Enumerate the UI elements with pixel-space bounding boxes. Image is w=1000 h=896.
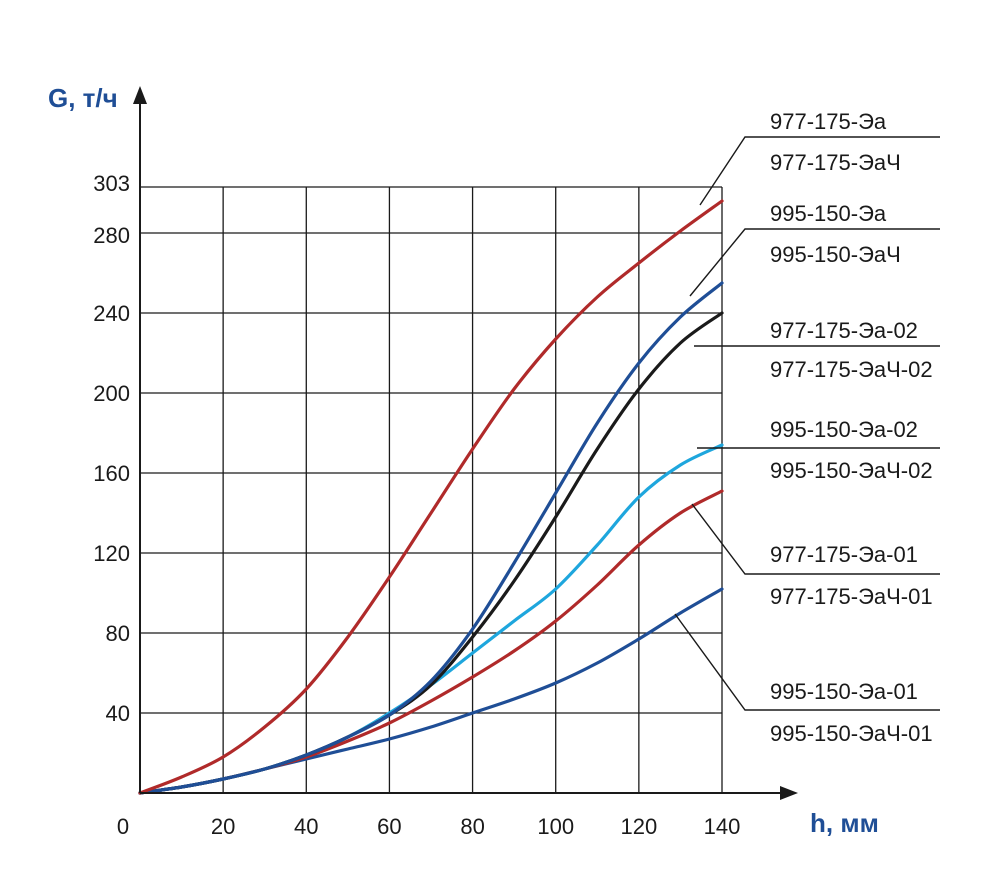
series-label-bottom: 977-175-ЭаЧ xyxy=(770,150,901,175)
series-label-top: 995-150-Эа-02 xyxy=(770,417,918,442)
x-tick-label: 40 xyxy=(294,814,318,839)
x-axis-arrow-icon xyxy=(780,786,798,800)
series-label-top: 977-175-Эа-01 xyxy=(770,542,918,567)
x-tick-label: 140 xyxy=(704,814,741,839)
y-tick-label: 40 xyxy=(106,701,130,726)
y-axis-arrow-icon xyxy=(133,86,147,104)
y-tick-label: 200 xyxy=(93,381,130,406)
leader-line xyxy=(674,613,940,711)
leader-line xyxy=(691,503,940,575)
y-tick-label: 80 xyxy=(106,621,130,646)
axes xyxy=(133,86,798,800)
y-tick-label: 120 xyxy=(93,541,130,566)
leader-lines xyxy=(674,136,940,711)
x-tick-label: 100 xyxy=(537,814,574,839)
series-label-bottom: 977-175-ЭаЧ-01 xyxy=(770,584,933,609)
leader-line xyxy=(699,136,940,206)
series-label-top: 977-175-Эа-02 xyxy=(770,318,918,343)
series-line-0 xyxy=(138,199,724,795)
series-label-bottom: 977-175-ЭаЧ-02 xyxy=(770,357,933,382)
series-line-5 xyxy=(138,587,724,795)
series-labels: 977-175-Эа 977-175-ЭаЧ 995-150-Эа 995-150-Э… xyxy=(770,109,933,746)
series-label-bottom: 995-150-ЭаЧ-01 xyxy=(770,721,933,746)
x-tick-label: 0 xyxy=(117,814,129,839)
y-tick-label: 240 xyxy=(93,301,130,326)
y-tick-label: 160 xyxy=(93,461,130,486)
y-tick-label: 280 xyxy=(93,223,130,248)
y-axis-label: G, т/ч xyxy=(48,83,118,113)
y-tick-label: 303 xyxy=(93,171,130,196)
series-label-top: 995-150-Эа xyxy=(770,201,887,226)
x-tick-label: 120 xyxy=(620,814,657,839)
series-label-bottom: 995-150-ЭаЧ-02 xyxy=(770,458,933,483)
x-tick-label: 60 xyxy=(377,814,401,839)
x-tick-label: 80 xyxy=(460,814,484,839)
tick-labels: 0 20 40 60 80 100 120 140 40 80 120 160 200 240 280 303 xyxy=(93,171,740,839)
series-label-bottom: 995-150-ЭаЧ xyxy=(770,242,901,267)
series-layer xyxy=(138,199,724,795)
series-line-3 xyxy=(138,443,724,795)
series-label-top: 995-150-Эа-01 xyxy=(770,679,918,704)
leader-line xyxy=(689,228,940,297)
series-label-top: 977-175-Эа xyxy=(770,109,887,134)
series-line-1 xyxy=(138,281,724,795)
x-axis-label: h, мм xyxy=(810,808,879,838)
x-tick-label: 20 xyxy=(211,814,235,839)
